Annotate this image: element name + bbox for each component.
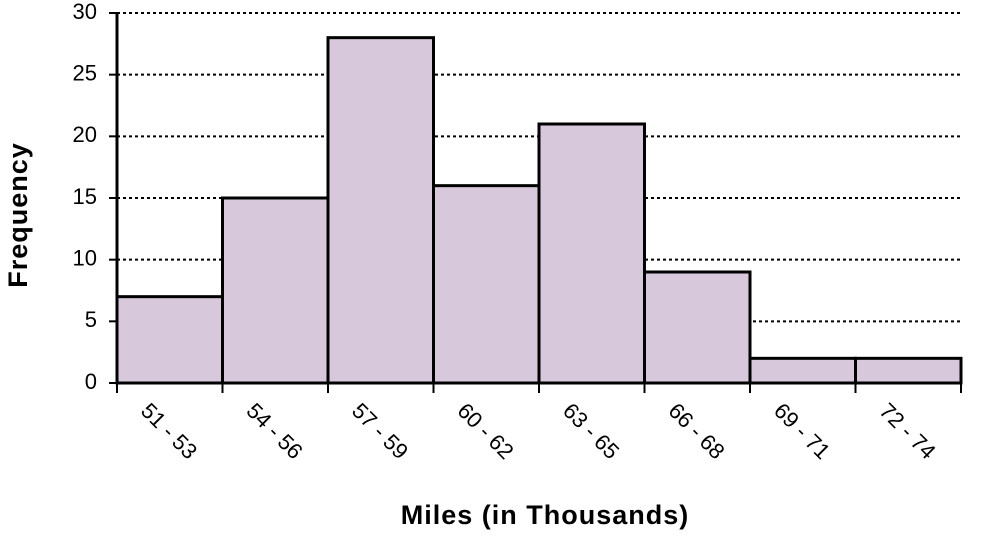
x-tick-label: 51 - 53	[136, 398, 202, 464]
y-tick-label: 5	[85, 307, 97, 332]
bar	[432, 184, 541, 385]
x-tick-label: 69 - 71	[769, 398, 835, 464]
x-tick-label: 63 - 65	[558, 398, 624, 464]
x-tick-label: 57 - 59	[347, 398, 413, 464]
y-tick-label: 30	[73, 0, 97, 24]
bar	[221, 196, 330, 385]
x-tick-label: 60 - 62	[453, 398, 519, 464]
y-tick-label: 15	[73, 184, 97, 209]
bar	[748, 356, 857, 385]
y-tick-label: 10	[73, 245, 97, 270]
bar	[537, 122, 646, 385]
bar	[326, 36, 435, 385]
x-axis-title: Miles (in Thousands)	[401, 500, 690, 530]
bar	[854, 356, 963, 385]
x-tick-label: 66 - 68	[664, 398, 730, 464]
y-tick-label: 25	[73, 60, 97, 85]
y-axis-title: Frequency	[3, 142, 33, 288]
y-tick-label: 20	[73, 122, 97, 147]
x-tick-label: 54 - 56	[242, 398, 308, 464]
y-tick-label: 0	[85, 369, 97, 394]
x-tick-label: 72 - 74	[875, 398, 941, 464]
bar	[115, 295, 224, 385]
bar	[643, 270, 752, 385]
